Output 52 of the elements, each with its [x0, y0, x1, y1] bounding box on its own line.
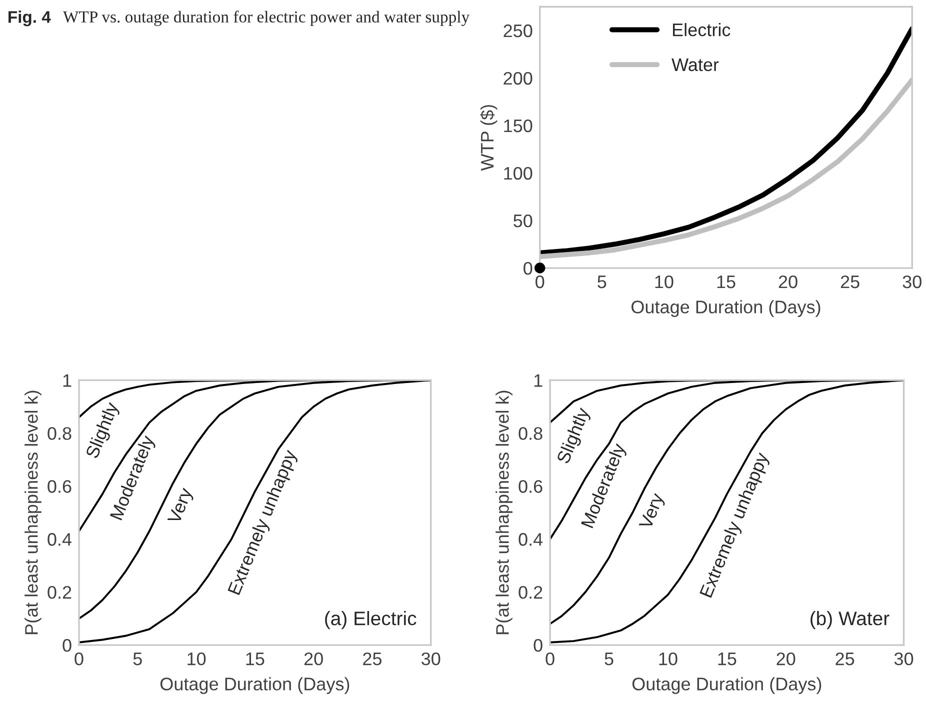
x-tick-label: 5 [133, 652, 142, 666]
y-axis-title: P(at least unhappiness level k) [496, 390, 512, 634]
annotation: (b) Water [810, 611, 890, 630]
y-tick-label: 0 [62, 638, 72, 652]
x-tick-label: 20 [776, 652, 796, 666]
x-tick-label: 0 [74, 652, 84, 666]
x-tick-label: 0 [546, 652, 554, 666]
y-tick-label: 0.4 [518, 533, 543, 546]
x-tick-label: 10 [655, 275, 674, 288]
y-tick-label: 0.8 [518, 427, 542, 440]
text: WTP vs. outage duration for electric power and water supply [62, 10, 470, 26]
y-tick-label: 250 [504, 24, 532, 38]
y-tick-label: 0.8 [48, 427, 72, 440]
y-tick-label: 0.4 [48, 533, 72, 546]
y-tick-label: 0.6 [48, 480, 72, 493]
y-tick-label: 0.6 [518, 480, 542, 493]
y-tick-label: 150 [504, 119, 532, 132]
y-tick-label: 0 [524, 262, 532, 275]
y-tick-label: 100 [504, 166, 532, 180]
x-tick-label: 25 [363, 652, 382, 666]
x-tick-label: 25 [836, 652, 854, 666]
x-axis-title: Outage Duration (Days) [632, 300, 820, 317]
text: Very [167, 486, 196, 526]
text: Very [638, 492, 668, 532]
annotation: (a) Electric [325, 611, 416, 630]
y-axis-title: WTP ($) [480, 105, 498, 171]
y-tick-label: 50 [514, 214, 532, 228]
x-tick-label: 20 [304, 652, 323, 666]
y-tick-label: 1 [534, 374, 542, 387]
x-tick-label: 30 [902, 275, 922, 288]
x-tick-label: 5 [604, 652, 614, 666]
x-axis-title: Outage Duration (Days) [160, 677, 350, 694]
x-tick-label: 15 [718, 652, 736, 666]
y-tick-label: 0 [534, 638, 542, 652]
y-tick-label: 1 [63, 374, 72, 387]
x-tick-label: 30 [894, 652, 914, 666]
x-tick-label: 30 [422, 652, 440, 666]
y-axis-title: P(at least unhappiness level k) [24, 390, 42, 634]
x-tick-label: 10 [659, 652, 678, 666]
y-tick-label: 0.2 [48, 586, 72, 599]
y-tick-label: 0.2 [518, 586, 542, 599]
y-tick-label: 200 [504, 72, 532, 85]
x-tick-label: 10 [188, 652, 206, 666]
x-tick-label: 15 [717, 276, 736, 288]
legend-label: Electric [673, 22, 730, 36]
x-axis-title: Outage Duration (Days) [632, 677, 822, 694]
x-tick-label: 25 [840, 275, 860, 288]
x-tick-label: 20 [778, 275, 798, 288]
x-tick-label: 5 [598, 276, 606, 288]
text: Fig. 4 [8, 10, 51, 26]
legend-label: Water [672, 58, 719, 72]
x-tick-label: 15 [246, 652, 264, 666]
